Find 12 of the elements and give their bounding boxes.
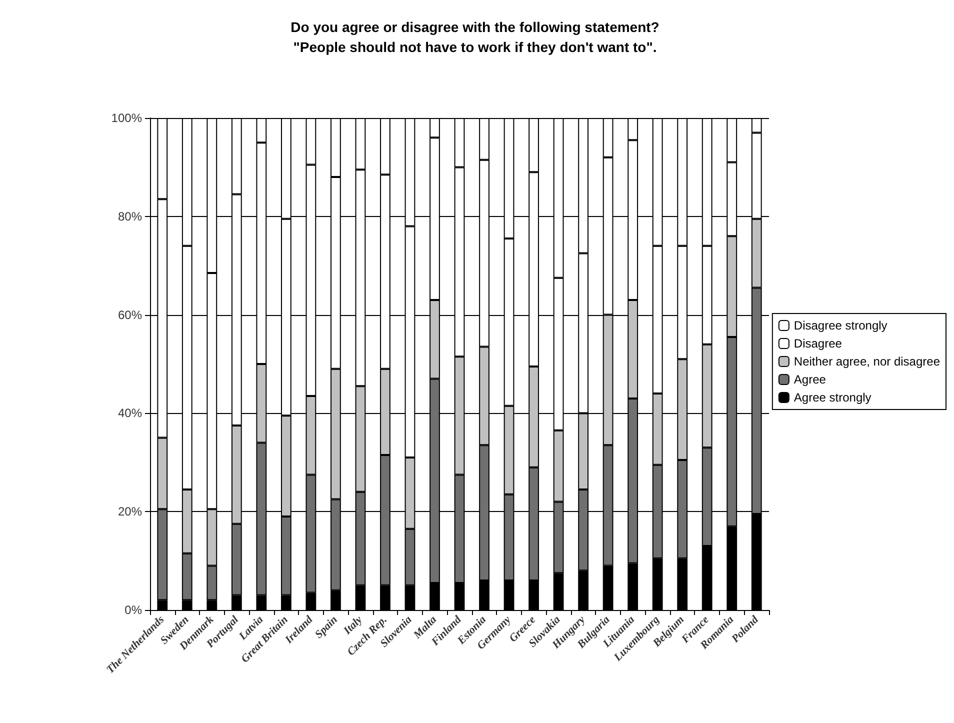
- y-tick-label: 100%: [111, 111, 142, 125]
- y-tick-label: 80%: [118, 209, 142, 224]
- chart-title: Do you agree or disagree with the following statement? "People should not have to work if they don't want to".: [290, 19, 660, 55]
- legend-label: Agree: [794, 372, 826, 386]
- y-tick-label: 20%: [118, 504, 142, 519]
- legend-label: Disagree: [794, 336, 842, 350]
- legend-label: Disagree strongly: [794, 318, 888, 332]
- legend-label: Agree strongly: [794, 390, 872, 404]
- y-tick-label: 60%: [118, 308, 142, 322]
- y-tick-label: 40%: [118, 406, 142, 420]
- legend-label: Neither agree, nor disagree: [794, 354, 940, 368]
- y-tick-label: 0%: [124, 603, 142, 617]
